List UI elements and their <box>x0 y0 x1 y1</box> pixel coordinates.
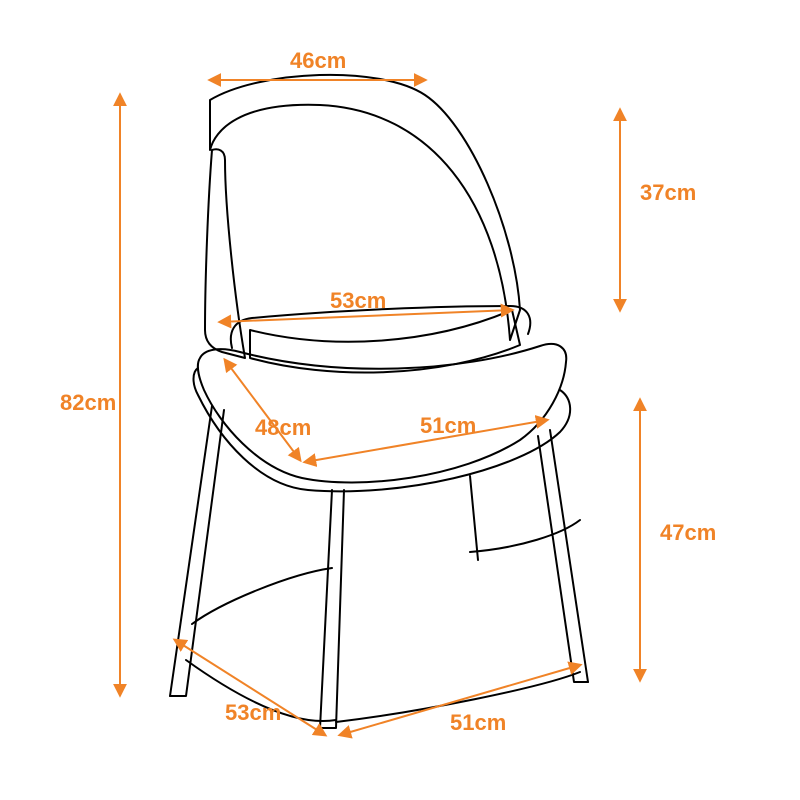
chair-outline <box>170 75 588 728</box>
chair-path <box>320 490 332 728</box>
dimension-label-seat_depth_left: 48cm <box>255 415 311 440</box>
chair-path <box>194 368 571 491</box>
dimension-label-top_back_width: 46cm <box>290 48 346 73</box>
chair-path <box>470 476 478 560</box>
dimension-annotations: 46cm 37cm 53cm 48cm 51cm 82cm 47cm 53cm 51cm <box>60 48 716 735</box>
chair-path <box>538 436 588 682</box>
dimension-label-inner_back_width: 53cm <box>330 288 386 313</box>
dimension-label-base_width: 51cm <box>450 710 506 735</box>
chair-path <box>192 568 332 624</box>
dimension-label-leg_height: 47cm <box>660 520 716 545</box>
dimension-label-base_depth: 53cm <box>225 700 281 725</box>
dimension-label-overall_height: 82cm <box>60 390 116 415</box>
chair-path <box>320 490 344 728</box>
chair-dimension-diagram: 46cm 37cm 53cm 48cm 51cm 82cm 47cm 53cm 51cm <box>0 0 800 800</box>
dimension-arrow-seat_depth_left <box>225 360 300 460</box>
chair-path <box>198 344 566 482</box>
chair-path <box>205 149 245 358</box>
dimension-label-seat_width_front: 51cm <box>420 413 476 438</box>
dimension-label-back_height: 37cm <box>640 180 696 205</box>
